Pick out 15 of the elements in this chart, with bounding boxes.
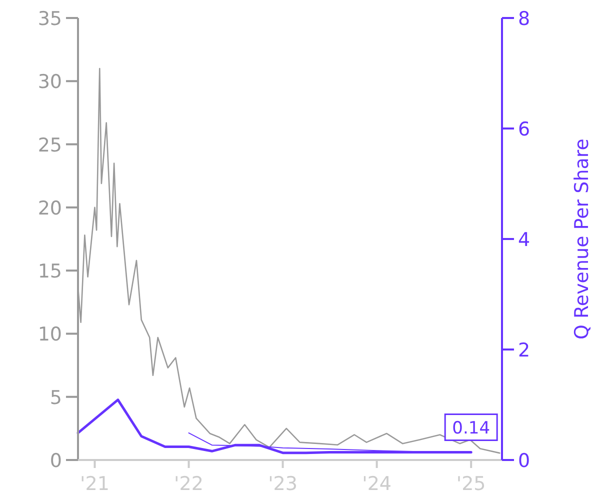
y2-tick-label: 6 (518, 118, 530, 140)
y-tick-label: 0 (50, 450, 62, 472)
y-tick-label: 20 (38, 197, 62, 220)
y-tick-label: 15 (38, 260, 62, 283)
y-tick-label: 30 (38, 71, 62, 94)
y2-tick-label: 8 (518, 8, 530, 30)
y-tick-label: 35 (38, 8, 62, 30)
y2-tick-label: 0 (518, 450, 530, 472)
y-tick-label: 5 (50, 386, 62, 409)
y2-axis-title: Q Revenue Per Share (571, 138, 593, 340)
y-tick-label: 25 (38, 134, 62, 156)
y2-tick-label: 4 (518, 229, 530, 251)
data-label: 0.14 (452, 418, 490, 438)
y-tick-label: 10 (38, 324, 62, 346)
y2-tick-label: 2 (518, 340, 530, 362)
